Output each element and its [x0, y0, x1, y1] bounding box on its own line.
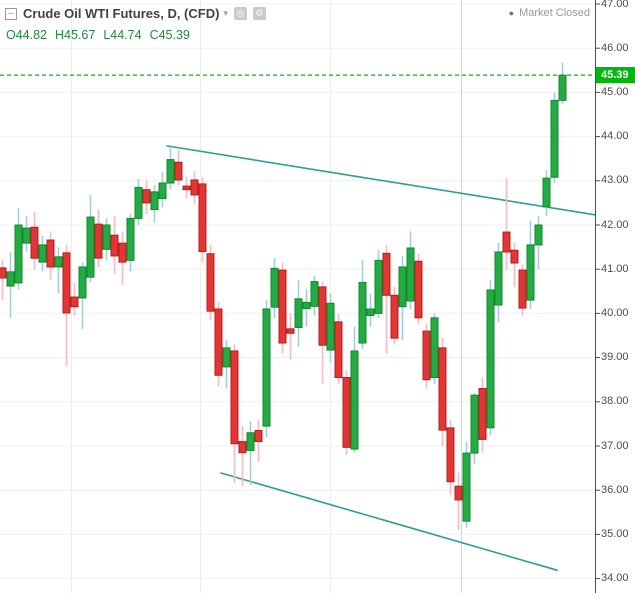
candle-body: [510, 249, 519, 264]
candle-body: [182, 185, 191, 191]
candle-body: [550, 99, 559, 178]
candle-body: [102, 224, 111, 250]
candle-body: [238, 441, 247, 454]
candle-body: [142, 189, 151, 204]
candle-body: [422, 330, 431, 381]
candle-body: [230, 350, 239, 445]
candle-body: [454, 485, 463, 501]
candle-body: [526, 244, 535, 301]
candle-body: [398, 266, 407, 308]
candle-body: [478, 388, 487, 440]
candle-body: [46, 239, 55, 268]
candle-body: [390, 294, 399, 339]
candle-body: [166, 159, 175, 184]
candle-body: [38, 244, 47, 263]
candle-body: [542, 177, 551, 208]
collapse-icon[interactable]: –: [5, 7, 17, 20]
ohlc-close: C45.39: [149, 28, 190, 42]
candle-body: [262, 308, 271, 427]
candle-body: [494, 251, 503, 306]
candle-body: [350, 350, 359, 450]
candle-body: [446, 427, 455, 483]
candle-body: [486, 289, 495, 429]
candle-body: [158, 182, 167, 199]
ohlc-open: O44.82: [6, 28, 48, 42]
last-price-label: 45.39: [596, 67, 635, 84]
candle-body: [254, 430, 263, 443]
candle-body: [326, 302, 335, 351]
candle-body: [126, 217, 135, 261]
symbol-title[interactable]: Crude Oil WTI Futures, D, (CFD): [23, 6, 220, 21]
gear-icon[interactable]: ⚙: [252, 7, 266, 20]
market-status-label: Market Closed: [519, 7, 590, 19]
candle-body: [278, 269, 287, 344]
candle-body: [374, 259, 383, 314]
candle-body: [430, 317, 439, 378]
candle-body: [438, 347, 447, 431]
candle-body: [86, 216, 95, 278]
candle-body: [6, 271, 15, 287]
candle-body: [406, 247, 415, 302]
candle-body: [286, 328, 295, 334]
candle-body: [302, 301, 311, 310]
candle-body: [14, 224, 23, 284]
candle-body: [534, 224, 543, 246]
candle-body: [70, 296, 79, 308]
market-status-badge: ● Market Closed: [509, 7, 590, 19]
candle-body: [518, 269, 527, 309]
candle-body: [294, 298, 303, 329]
candle-body: [134, 186, 143, 219]
candle-body: [382, 252, 391, 296]
candle-body: [214, 308, 223, 376]
candle-body: [414, 260, 423, 319]
candle-body: [78, 266, 87, 299]
candle-body: [462, 452, 471, 522]
candle-body: [150, 191, 159, 211]
ohlc-low: L44.74: [103, 28, 142, 42]
candle-body: [310, 281, 319, 307]
candle-body: [558, 74, 567, 101]
candle-body: [30, 226, 39, 259]
trendline: [220, 472, 558, 572]
candle-body: [342, 376, 351, 448]
candle-body: [222, 347, 231, 368]
ohlc-readout: O44.82 H45.67 L44.74 C45.39: [6, 28, 190, 42]
candle-body: [318, 286, 327, 346]
chart-legend[interactable]: – Crude Oil WTI Futures, D, (CFD) ▾ ◎ ⚙: [5, 6, 266, 21]
candle-body: [334, 321, 343, 378]
chevron-down-icon[interactable]: ▾: [223, 8, 228, 18]
candle-body: [94, 223, 103, 259]
candle-body: [62, 252, 71, 314]
candle-body: [246, 432, 255, 451]
candle-body: [118, 242, 127, 263]
circle-toggle-icon[interactable]: ◎: [233, 7, 247, 20]
status-dot-icon: ●: [508, 8, 515, 18]
candle-body: [366, 308, 375, 317]
candle-body: [190, 179, 199, 196]
candle-body: [54, 256, 63, 268]
candle-body: [270, 267, 279, 308]
candle-body: [470, 394, 479, 454]
candle-body: [110, 234, 119, 257]
candle-body: [198, 183, 207, 253]
candle-body: [174, 161, 183, 181]
candle-body: [206, 253, 215, 312]
ohlc-high: H45.67: [55, 28, 96, 42]
candle-body: [358, 281, 367, 344]
candle-body: [502, 231, 511, 253]
trendline: [166, 145, 596, 216]
candle-body: [22, 227, 31, 244]
candle-body: [0, 267, 7, 279]
